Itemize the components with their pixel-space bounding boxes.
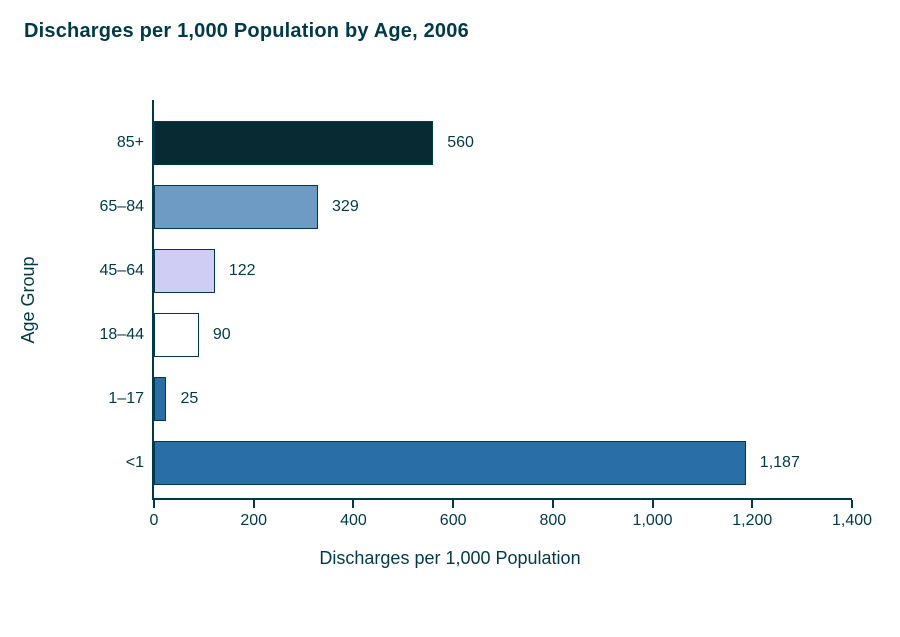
- y-tick-label: <1: [74, 454, 144, 472]
- y-tick-label: 1–17: [74, 390, 144, 408]
- bar-value-label: 1,187: [760, 454, 800, 472]
- chart-title: Discharges per 1,000 Population by Age, …: [24, 20, 469, 43]
- bar: [154, 121, 433, 165]
- x-tick-label: 1,400: [832, 512, 872, 530]
- y-tick-label: 45–64: [74, 262, 144, 280]
- bar-value-label: 25: [180, 390, 198, 408]
- bar: [154, 185, 318, 229]
- bar-value-label: 90: [213, 326, 231, 344]
- bar: [154, 249, 215, 293]
- bar: [154, 377, 166, 421]
- x-tick: [352, 500, 354, 508]
- x-tick-label: 200: [240, 512, 267, 530]
- x-tick-label: 600: [440, 512, 467, 530]
- bar-value-label: 329: [332, 198, 359, 216]
- x-tick-label: 800: [539, 512, 566, 530]
- discharges-chart: Discharges per 1,000 Population by Age, …: [0, 0, 900, 637]
- x-tick: [452, 500, 454, 508]
- bar: [154, 313, 199, 357]
- x-tick: [153, 500, 155, 508]
- x-tick: [652, 500, 654, 508]
- x-tick-label: 400: [340, 512, 367, 530]
- y-tick-label: 65–84: [74, 198, 144, 216]
- x-axis-line: [152, 498, 852, 500]
- bar-value-label: 560: [447, 134, 474, 152]
- bar: [154, 441, 746, 485]
- x-tick: [253, 500, 255, 508]
- x-axis-title: Discharges per 1,000 Population: [0, 548, 900, 569]
- y-tick-label: 85+: [74, 134, 144, 152]
- y-axis-title: Age Group: [18, 256, 39, 343]
- x-tick-label: 1,000: [633, 512, 673, 530]
- bar-value-label: 122: [229, 262, 256, 280]
- x-tick: [751, 500, 753, 508]
- x-tick: [851, 500, 853, 508]
- y-tick-label: 18–44: [74, 326, 144, 344]
- x-tick: [552, 500, 554, 508]
- x-tick-label: 0: [150, 512, 159, 530]
- x-tick-label: 1,200: [732, 512, 772, 530]
